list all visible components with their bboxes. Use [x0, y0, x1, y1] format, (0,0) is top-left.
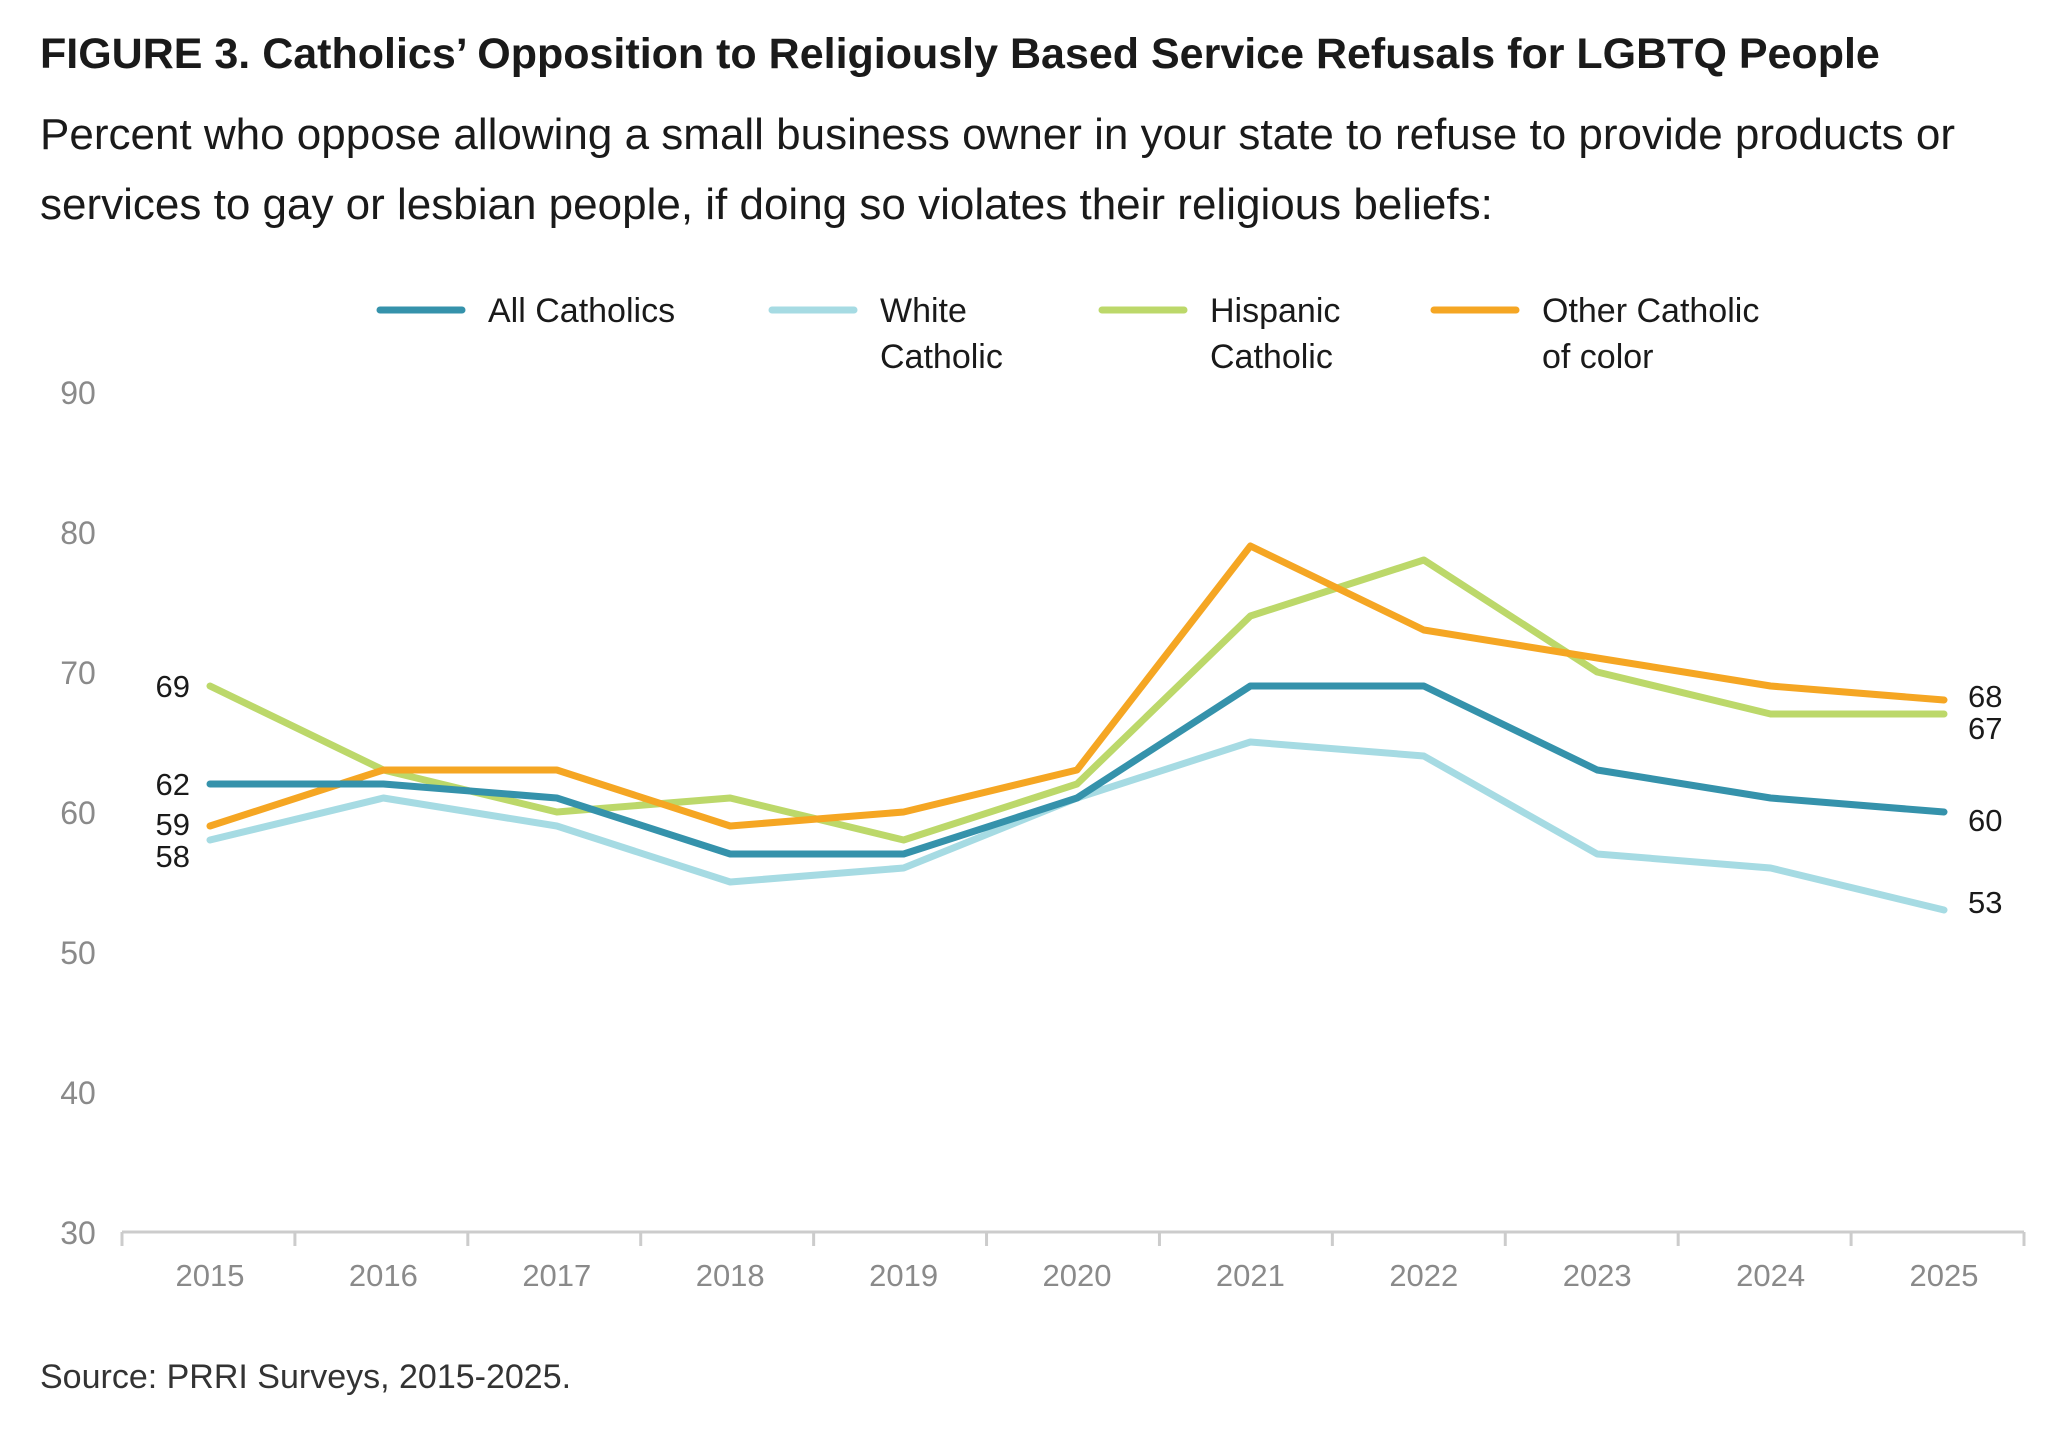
start-value-label: 58: [156, 839, 190, 874]
x-tick-label: 2018: [696, 1258, 765, 1293]
series-line-all-catholics: [206, 682, 1948, 858]
y-axis: 30 40 50 60 70 80 90: [60, 375, 96, 1251]
legend-label: of color: [1542, 338, 1654, 376]
x-tick-label: 2017: [522, 1258, 591, 1293]
y-tick-label: 80: [60, 515, 96, 551]
x-tick-label: 2022: [1389, 1258, 1458, 1293]
legend-label: Hispanic: [1210, 292, 1340, 330]
x-tick-label: 2023: [1563, 1258, 1632, 1293]
figure-subtitle: Percent who oppose allowing a small busi…: [40, 110, 1956, 229]
end-value-label: 68: [1968, 679, 2002, 714]
source-note: Source: PRRI Surveys, 2015-2025.: [40, 1358, 572, 1396]
start-value-label: 59: [156, 807, 190, 842]
y-tick-label: 50: [60, 935, 96, 971]
legend-label: White: [880, 292, 967, 330]
legend-label: Other Catholic: [1542, 292, 1759, 330]
x-tick-label: 2021: [1216, 1258, 1285, 1293]
end-value-label: 67: [1968, 711, 2002, 746]
series-line-other-catholic-of-color: [206, 542, 1948, 830]
end-value-label: 60: [1968, 803, 2002, 838]
x-tick-label: 2016: [349, 1258, 418, 1293]
start-value-label: 62: [156, 767, 190, 802]
legend-label: Catholic: [880, 338, 1003, 376]
y-tick-label: 40: [60, 1075, 96, 1111]
x-tick-label: 2019: [869, 1258, 938, 1293]
end-value-label: 53: [1968, 885, 2002, 920]
legend-label: Catholic: [1210, 338, 1333, 376]
y-tick-label: 90: [60, 375, 96, 411]
y-tick-label: 60: [60, 795, 96, 831]
y-tick-label: 70: [60, 655, 96, 691]
legend-label: All Catholics: [488, 292, 675, 330]
start-value-label: 69: [156, 669, 190, 704]
series-lines: [206, 542, 1948, 914]
figure-title: FIGURE 3. Catholics’ Opposition to Relig…: [40, 30, 1880, 78]
x-tick-label: 2025: [1910, 1258, 1979, 1293]
x-tick-label: 2020: [1043, 1258, 1112, 1293]
series-line-hispanic-catholic: [206, 556, 1948, 844]
x-axis: 2015 2016 2017 2018 2019 2020 2021 2022 2023 2024…: [120, 1230, 2026, 1293]
x-tick-label: 2015: [176, 1258, 245, 1293]
x-tick-label: 2024: [1736, 1258, 1805, 1293]
y-tick-label: 30: [60, 1215, 96, 1251]
legend: All Catholics White Catholic Hispanic Cathol…: [376, 292, 1759, 376]
